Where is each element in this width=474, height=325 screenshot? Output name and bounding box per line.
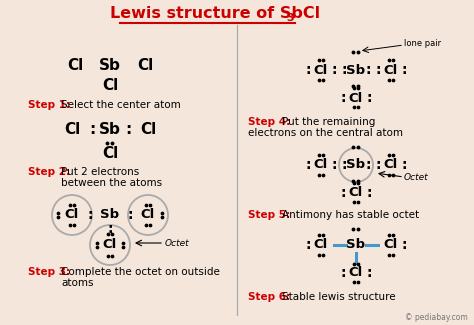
Text: :: :	[107, 222, 113, 236]
Text: Step 3:: Step 3:	[28, 267, 70, 277]
Text: :: :	[305, 158, 311, 172]
Text: Cl: Cl	[103, 239, 117, 252]
Text: Cl: Cl	[140, 123, 156, 137]
Text: Cl: Cl	[65, 209, 79, 222]
Text: :: :	[366, 266, 372, 280]
Text: Put 2 electrons: Put 2 electrons	[61, 167, 139, 177]
Text: electrons on the central atom: electrons on the central atom	[248, 128, 403, 138]
Text: :: :	[331, 63, 337, 77]
Text: Cl: Cl	[384, 63, 398, 76]
Text: Sb: Sb	[100, 209, 119, 222]
Text: Step 1:: Step 1:	[28, 100, 70, 110]
Text: © pediabay.com: © pediabay.com	[405, 314, 468, 322]
Text: Cl: Cl	[314, 63, 328, 76]
Text: :: :	[305, 238, 311, 252]
Text: Sb: Sb	[346, 63, 365, 76]
Text: Sb: Sb	[99, 123, 121, 137]
Text: :: :	[331, 158, 337, 172]
Text: Cl: Cl	[102, 77, 118, 93]
Text: Cl: Cl	[314, 239, 328, 252]
Text: Cl: Cl	[141, 209, 155, 222]
Text: Lewis structure of SbCl: Lewis structure of SbCl	[110, 6, 320, 21]
Text: Sb: Sb	[99, 58, 121, 72]
Text: :: :	[401, 158, 407, 172]
Text: :: :	[366, 91, 372, 105]
Text: Cl: Cl	[349, 187, 363, 200]
Text: :: :	[401, 238, 407, 252]
Text: Stable lewis structure: Stable lewis structure	[282, 292, 396, 302]
Text: Put the remaining: Put the remaining	[282, 117, 375, 127]
Text: :: :	[366, 186, 372, 200]
Text: Sb: Sb	[346, 239, 365, 252]
Text: Cl: Cl	[349, 92, 363, 105]
Text: :: :	[340, 91, 346, 105]
Text: Octet: Octet	[404, 173, 428, 181]
Text: :: :	[375, 63, 381, 77]
Text: :: :	[375, 158, 381, 172]
Text: :: :	[87, 208, 93, 222]
Text: 3: 3	[286, 13, 294, 23]
Text: :: :	[341, 158, 347, 172]
Text: :: :	[125, 123, 131, 137]
Text: Cl: Cl	[314, 159, 328, 172]
Text: Cl: Cl	[64, 123, 80, 137]
Text: Select the center atom: Select the center atom	[61, 100, 181, 110]
Text: Cl: Cl	[349, 266, 363, 280]
Text: Cl: Cl	[384, 239, 398, 252]
Text: Cl: Cl	[102, 147, 118, 162]
Text: Step 5:: Step 5:	[248, 210, 290, 220]
Text: Step 4:: Step 4:	[248, 117, 290, 127]
Text: between the atoms: between the atoms	[61, 178, 162, 188]
Text: :: :	[127, 208, 133, 222]
Text: :: :	[365, 158, 371, 172]
Text: Complete the octet on outside: Complete the octet on outside	[61, 267, 220, 277]
Text: :: :	[365, 63, 371, 77]
Text: Step 2:: Step 2:	[28, 167, 70, 177]
Text: :: :	[341, 63, 347, 77]
Text: lone pair: lone pair	[404, 40, 441, 48]
Text: Cl: Cl	[67, 58, 83, 72]
Text: :: :	[401, 63, 407, 77]
Text: :: :	[340, 186, 346, 200]
Text: Antimony has stable octet: Antimony has stable octet	[282, 210, 419, 220]
Text: Sb: Sb	[346, 159, 365, 172]
Text: :: :	[89, 123, 95, 137]
Text: atoms: atoms	[61, 278, 93, 288]
Text: Step 6:: Step 6:	[248, 292, 290, 302]
Text: Cl: Cl	[137, 58, 153, 72]
Text: :: :	[340, 266, 346, 280]
Text: :: :	[305, 63, 311, 77]
Text: Cl: Cl	[384, 159, 398, 172]
Text: Octet: Octet	[165, 239, 190, 248]
